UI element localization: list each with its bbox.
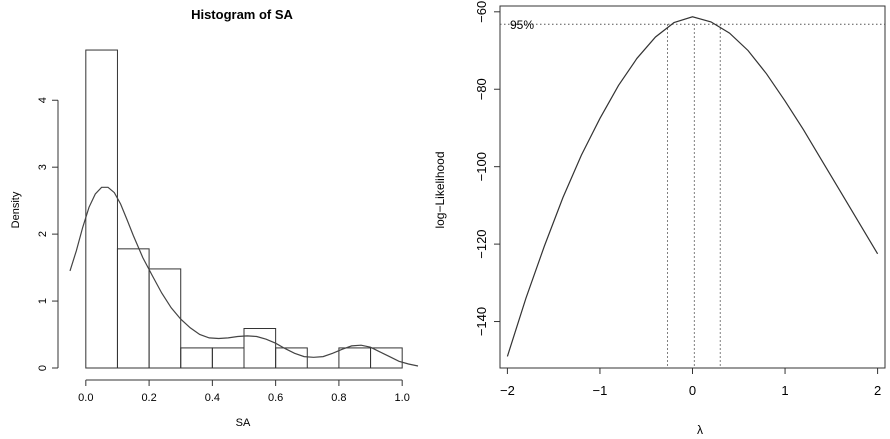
histogram-y-axis: 0 1 2 3 4 <box>37 97 59 371</box>
density-curve <box>69 186 419 367</box>
histogram-bar-10 <box>370 347 403 369</box>
loglik-x-label: λ <box>697 423 703 437</box>
histogram-x-tick-label: 0.4 <box>205 392 220 404</box>
histogram-x-tick-label: 0.2 <box>141 392 156 404</box>
histogram-bar-2 <box>116 248 150 369</box>
loglik-y-tick-label: −140 <box>474 307 489 336</box>
loglik-x-tick-label: 1 <box>781 383 788 398</box>
histogram-y-tick-label: 1 <box>37 298 49 304</box>
loglik-y-label: log−Likelihood <box>433 151 447 228</box>
loglik-x-tick-label: 2 <box>874 383 881 398</box>
histogram-bar-4 <box>180 347 213 369</box>
histogram-x-tick-label: 0.6 <box>268 392 283 404</box>
loglik-curve <box>506 16 879 357</box>
histogram-y-tick-label: 0 <box>37 365 49 371</box>
histogram-bar-7 <box>275 347 308 369</box>
histogram-bar-1 <box>85 49 118 369</box>
histogram-panel: Histogram of SA 0.0 0.2 0.4 0.6 0.8 1.0 0 1 2 3 4… <box>10 7 419 429</box>
loglik-y-tick-label: −80 <box>474 78 489 100</box>
histogram-x-axis: 0.0 0.2 0.4 0.6 0.8 1.0 <box>78 379 410 404</box>
loglik-y-tick-label: −60 <box>474 1 489 23</box>
histogram-y-tick-label: 2 <box>37 231 49 237</box>
histogram-x-label: SA <box>236 417 251 429</box>
loglik-plot-box <box>499 5 886 369</box>
loglik-panel: 95% −2 −1 0 1 2 −60 −80 −100 −120 −140 λ log−Lik… <box>433 1 886 437</box>
loglik-x-tick-label: 0 <box>689 383 696 398</box>
histogram-x-tick-label: 1.0 <box>395 392 410 404</box>
histogram-bar-9 <box>338 347 372 369</box>
histogram-bar-5 <box>211 347 245 369</box>
histogram-x-tick-label: 0.0 <box>78 392 93 404</box>
histogram-y-tick-label: 3 <box>37 164 49 170</box>
histogram-y-label: Density <box>10 191 22 228</box>
histogram-bar-3 <box>148 268 182 369</box>
loglik-x-tick-label: −2 <box>500 383 515 398</box>
histogram-bar-6 <box>243 328 277 369</box>
histogram-y-tick-label: 4 <box>37 97 49 103</box>
loglik-x-tick-label: −1 <box>593 383 608 398</box>
ci-label: 95% <box>510 18 534 32</box>
histogram-title: Histogram of SA <box>191 7 293 22</box>
histogram-x-tick-label: 0.8 <box>331 392 346 404</box>
loglik-x-axis: −2 −1 0 1 2 <box>500 368 881 398</box>
confidence-interval-lines <box>500 23 885 368</box>
loglik-y-tick-label: −120 <box>474 229 489 258</box>
loglik-y-axis: −60 −80 −100 −120 −140 <box>474 1 500 336</box>
histogram-bars <box>85 49 403 369</box>
loglik-y-tick-label: −100 <box>474 152 489 181</box>
